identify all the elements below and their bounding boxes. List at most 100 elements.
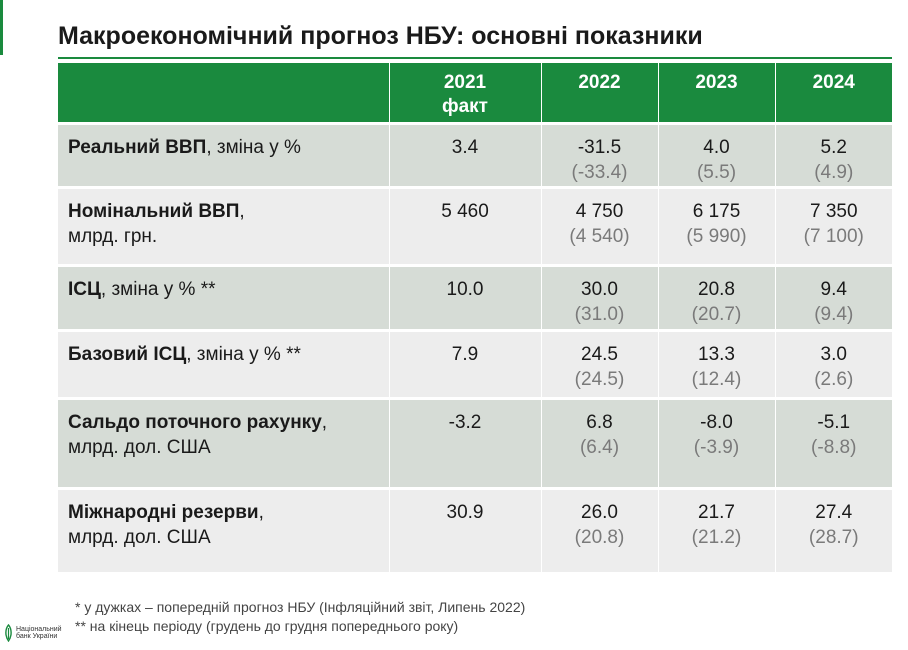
- previous-forecast-value: (7 100): [803, 226, 864, 248]
- header-indicator: [58, 63, 389, 123]
- indicator-name: Базовий ІСЦ: [68, 343, 187, 365]
- previous-forecast-value: (20.8): [574, 527, 625, 549]
- previous-forecast-value: (-3.9): [693, 437, 740, 459]
- previous-forecast-value: (28.7): [808, 527, 859, 549]
- value-cell: 27.4 (28.7): [774, 486, 892, 573]
- forecast-value: 13.3: [698, 343, 735, 365]
- value-cell: 30.0 (31.0): [540, 263, 658, 331]
- indicator-unit: ,: [321, 411, 328, 433]
- previous-forecast-value: (21.2): [691, 527, 742, 549]
- forecast-value: 3.0: [820, 343, 847, 365]
- value-cell: -5.1 (-8.8): [774, 396, 892, 489]
- indicator-label: Базовий ІСЦ, зміна у % **: [58, 328, 389, 399]
- forecast-value: 7.9: [451, 343, 479, 365]
- indicator-unit: ,: [239, 200, 245, 222]
- value-cell: 24.5 (24.5): [540, 328, 658, 399]
- value-cell: 7 350 (7 100): [774, 185, 892, 266]
- indicator-unit: ,: [258, 501, 264, 523]
- previous-forecast-value: (24.5): [574, 369, 625, 391]
- header-year-label: 2022: [578, 72, 621, 93]
- previous-forecast-value: (-8.8): [811, 437, 857, 459]
- header-year-label: 2021: [443, 72, 487, 93]
- header-year-label: 2024: [812, 72, 855, 93]
- value-cell: 13.3 (12.4): [657, 328, 775, 399]
- previous-forecast-value: (5 990): [686, 226, 747, 248]
- forecast-value: 6.8: [586, 411, 613, 433]
- header-year: 2022: [540, 63, 658, 123]
- forecast-value: -5.1: [817, 411, 851, 433]
- forecast-value: 26.0: [581, 501, 618, 523]
- header-year-label: 2023: [695, 72, 738, 93]
- indicator-unit: , зміна у % **: [100, 278, 216, 300]
- forecast-value: 4 750: [575, 200, 624, 222]
- header-year: 2021 факт: [388, 63, 541, 123]
- nbu-logo: Національний банк України: [4, 624, 76, 642]
- value-cell: 7.9: [388, 328, 541, 399]
- indicator-unit: , зміна у % **: [186, 343, 301, 365]
- table-header-row: 2021 факт 2022 2023 2024: [58, 63, 892, 123]
- previous-forecast-value: (4.9): [814, 162, 854, 184]
- indicator-label: Сальдо поточного рахунку, млрд. дол. США: [58, 396, 389, 489]
- previous-forecast-value: (6.4): [579, 437, 620, 459]
- forecast-value: -3.2: [448, 411, 482, 433]
- left-accent-bar: [0, 0, 3, 55]
- forecast-value: 3.4: [451, 136, 479, 158]
- indicator-unit: , зміна у %: [206, 136, 301, 158]
- forecast-value: 30.9: [446, 501, 484, 523]
- forecast-value: 21.7: [698, 501, 735, 523]
- logo-text: Національний банк України: [16, 626, 76, 641]
- logo-line: Національний: [16, 625, 62, 633]
- table-row: Номінальний ВВП, млрд. грн. 5 460 4 750 (4 5…: [58, 185, 892, 266]
- value-cell: 5.2 (4.9): [774, 121, 892, 188]
- table-row: Базовий ІСЦ, зміна у % ** 7.9 24.5 (24.5) 13…: [58, 328, 892, 399]
- forecast-value: -31.5: [577, 136, 622, 158]
- indicator-name: Міжнародні резерви: [68, 501, 259, 523]
- forecast-value: 5 460: [441, 200, 489, 222]
- header-year-note: факт: [441, 95, 488, 117]
- indicators-table: 2021 факт 2022 2023 2024 Реальний ВВП, з…: [58, 63, 892, 573]
- title-divider: [58, 57, 892, 59]
- previous-forecast-value: (2.6): [814, 369, 854, 391]
- value-cell: -8.0 (-3.9): [657, 396, 775, 489]
- indicator-label: ІСЦ, зміна у % **: [58, 263, 389, 331]
- previous-forecast-value: (31.0): [574, 304, 625, 326]
- value-cell: 3.0 (2.6): [774, 328, 892, 399]
- value-cell: 9.4 (9.4): [774, 263, 892, 331]
- page-title: Макроекономічний прогноз НБУ: основні по…: [58, 22, 703, 50]
- value-cell: 4.0 (5.5): [657, 121, 775, 188]
- value-cell: 5 460: [388, 185, 541, 266]
- table-row: Реальний ВВП, зміна у % 3.4 -31.5 (-33.4) 4.…: [58, 121, 892, 188]
- indicator-label: Номінальний ВВП, млрд. грн.: [58, 185, 389, 266]
- indicator-unit-line: млрд. дол. США: [68, 437, 211, 459]
- forecast-value: 30.0: [581, 278, 618, 300]
- indicator-name: ІСЦ: [68, 278, 101, 300]
- forecast-value: 6 175: [692, 200, 741, 222]
- table-row: Міжнародні резерви, млрд. дол. США 30.9 26.…: [58, 486, 892, 573]
- value-cell: 30.9: [388, 486, 541, 573]
- forecast-value: 9.4: [820, 278, 847, 300]
- header-year: 2024: [774, 63, 892, 123]
- value-cell: -31.5 (-33.4): [540, 121, 658, 188]
- forecast-value: 20.8: [698, 278, 735, 300]
- indicator-label: Реальний ВВП, зміна у %: [58, 121, 389, 188]
- previous-forecast-value: (4 540): [569, 226, 630, 248]
- footnote: * у дужках – попередній прогноз НБУ (Інф…: [75, 599, 526, 615]
- nbu-logo-icon: [5, 624, 12, 642]
- forecast-value: -8.0: [700, 411, 733, 433]
- value-cell: 6.8 (6.4): [540, 396, 658, 489]
- value-cell: 4 750 (4 540): [540, 185, 658, 266]
- previous-forecast-value: (5.5): [696, 162, 737, 184]
- indicator-label: Міжнародні резерви, млрд. дол. США: [58, 486, 389, 573]
- table-row: ІСЦ, зміна у % ** 10.0 30.0 (31.0) 20.8 (20.7…: [58, 263, 892, 331]
- footnote: ** на кінець періоду (грудень до грудня …: [75, 617, 459, 634]
- value-cell: 21.7 (21.2): [657, 486, 775, 573]
- value-cell: 10.0: [388, 263, 541, 331]
- logo-line: банк України: [16, 633, 58, 640]
- indicator-name: Сальдо поточного рахунку: [68, 411, 322, 433]
- previous-forecast-value: (12.4): [691, 369, 742, 391]
- previous-forecast-value: (-33.4): [571, 162, 628, 184]
- footnotes: * у дужках – попередній прогноз НБУ (Інф…: [75, 598, 525, 636]
- table-row: Сальдо поточного рахунку, млрд. дол. США -…: [58, 396, 892, 489]
- previous-forecast-value: (20.7): [691, 304, 742, 326]
- forecast-value: 4.0: [703, 136, 730, 158]
